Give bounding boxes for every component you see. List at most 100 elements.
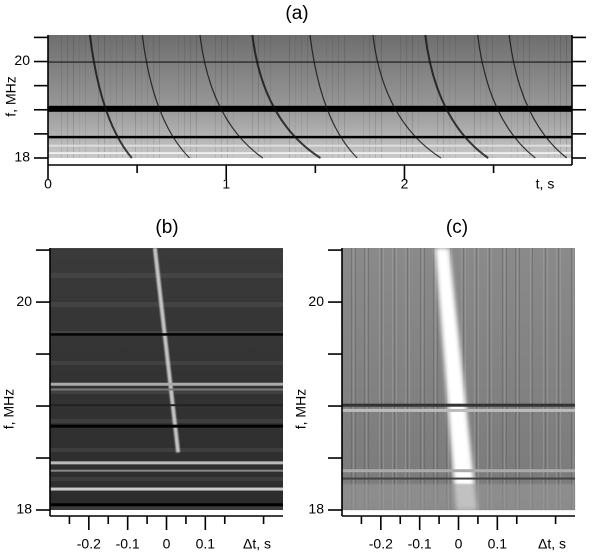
noise	[517, 248, 518, 510]
band-line	[50, 503, 283, 507]
burst-streak	[372, 34, 442, 159]
noise	[474, 35, 475, 158]
noise	[517, 35, 518, 158]
x-tick-label: -0.1	[408, 536, 432, 552]
noise	[489, 248, 490, 510]
noise	[104, 35, 105, 158]
noise	[79, 35, 80, 158]
noise	[379, 248, 380, 510]
spectrogram-bg	[50, 248, 283, 510]
noise	[50, 305, 283, 306]
noise	[465, 248, 466, 510]
noise	[332, 35, 333, 158]
band-line	[50, 404, 283, 407]
noise	[50, 304, 283, 305]
x-tick-label: -0.2	[77, 536, 101, 552]
noise	[50, 509, 283, 510]
noise	[381, 248, 382, 510]
noise	[141, 35, 142, 158]
y-tick-label: 20	[14, 52, 30, 68]
noise	[270, 35, 271, 158]
noise	[363, 35, 364, 158]
noise	[258, 35, 259, 158]
noise	[50, 448, 283, 449]
noise	[221, 35, 222, 158]
noise	[478, 248, 479, 510]
noise	[190, 35, 191, 158]
burst-streak	[251, 34, 322, 159]
panel: (b) 18 20 -0.2 -0.1 0 0.1 Δt, s f, MHz	[1, 217, 283, 552]
noise	[504, 248, 505, 510]
band-line	[48, 105, 572, 112]
y-axis-label: f, MHz	[293, 389, 309, 429]
noise	[233, 35, 234, 158]
burst-streak	[199, 34, 264, 159]
noise	[73, 35, 74, 158]
noise	[443, 35, 444, 158]
band-line	[342, 477, 575, 480]
burst-streak	[141, 34, 190, 159]
noise	[486, 35, 487, 158]
x-tick-label: -0.1	[116, 536, 140, 552]
noise	[50, 422, 283, 423]
band-line	[50, 424, 283, 428]
band-line	[342, 408, 575, 412]
noise	[50, 331, 283, 332]
noise	[50, 392, 283, 393]
noise	[344, 35, 345, 158]
noise	[554, 35, 555, 158]
x-tick-label: 0.1	[488, 536, 508, 552]
noise	[420, 248, 421, 510]
band-line	[50, 461, 283, 465]
noise	[122, 35, 123, 158]
noise	[50, 393, 283, 394]
noise	[405, 248, 406, 510]
band-line	[48, 152, 572, 155]
noise	[50, 332, 283, 333]
noise	[449, 35, 450, 158]
noise	[480, 35, 481, 158]
noise	[50, 421, 283, 422]
noise	[50, 390, 283, 391]
noise	[556, 248, 557, 510]
noise	[50, 277, 283, 278]
noise	[511, 35, 512, 158]
noise	[529, 35, 530, 158]
burst-streak	[508, 34, 568, 159]
band-line	[48, 144, 572, 147]
noise	[474, 248, 475, 510]
noise	[196, 35, 197, 158]
noise	[406, 35, 407, 158]
noise	[50, 449, 283, 450]
noise	[437, 248, 438, 510]
noise	[50, 302, 283, 303]
noise	[184, 35, 185, 158]
noise	[543, 248, 544, 510]
noise	[545, 248, 546, 510]
noise	[307, 35, 308, 158]
noise	[50, 303, 283, 304]
band-line	[342, 469, 575, 473]
burst-streak	[477, 34, 536, 159]
noise	[368, 248, 369, 510]
noise	[98, 35, 99, 158]
noise	[366, 248, 367, 510]
noise	[369, 35, 370, 158]
noise	[147, 35, 148, 158]
noise	[463, 248, 464, 510]
noise	[50, 507, 283, 508]
noise	[437, 35, 438, 158]
y-tick-label: 18	[308, 501, 324, 517]
burst-streak	[424, 34, 489, 159]
band-line	[50, 469, 283, 472]
noise	[50, 248, 283, 249]
noise	[50, 477, 283, 478]
noise	[110, 35, 111, 158]
noise	[392, 248, 393, 510]
noise	[396, 248, 397, 510]
noise	[566, 35, 567, 158]
noise	[301, 35, 302, 158]
noise	[50, 480, 283, 481]
noise	[295, 35, 296, 158]
